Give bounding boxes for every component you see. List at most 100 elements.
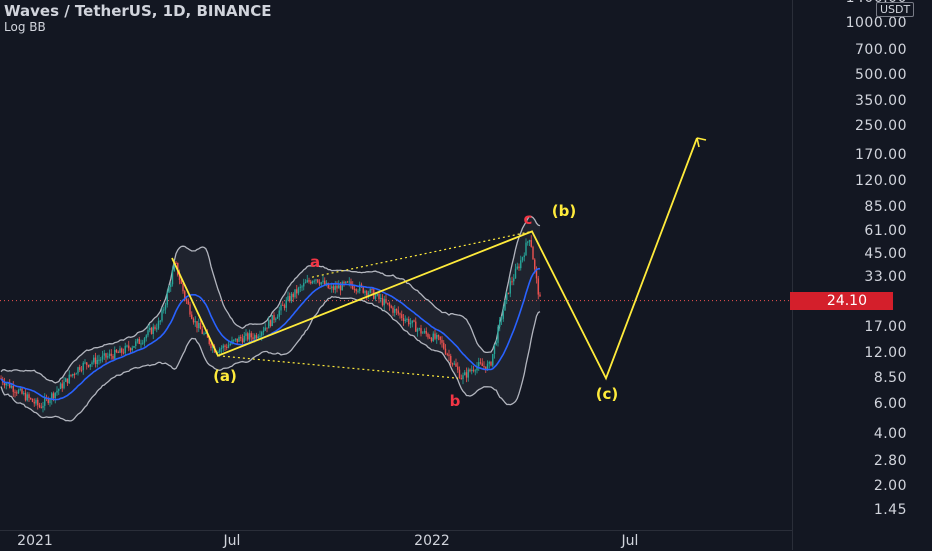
candle-body	[194, 321, 196, 323]
candle-body	[227, 345, 230, 348]
candle-body	[334, 285, 336, 290]
candle-body	[350, 281, 352, 285]
candle-body	[306, 280, 308, 283]
candle-body	[401, 314, 403, 319]
candle-body	[385, 299, 387, 303]
candle-body	[44, 397, 46, 406]
price-chart[interactable]: (a) a b c (b) (c)	[0, 0, 792, 530]
price-axis[interactable]: 1400.001000.00700.00500.00350.00250.0017…	[792, 0, 932, 550]
candle-body	[395, 309, 398, 311]
candle-body	[315, 279, 317, 281]
candle-body	[241, 338, 244, 343]
candle-body	[212, 346, 214, 349]
price-tick: 4.00	[873, 426, 907, 443]
candle-body	[187, 300, 189, 305]
candle-body	[472, 369, 475, 371]
candle-body	[506, 292, 508, 301]
candle-body	[278, 310, 280, 317]
candle-body	[70, 374, 72, 376]
candle-body	[68, 374, 70, 384]
candle-body	[91, 362, 93, 365]
candle-body	[525, 242, 527, 256]
candle-body	[168, 287, 170, 293]
candle-body	[40, 406, 42, 408]
candle-body	[450, 355, 452, 364]
candle-body	[189, 304, 191, 315]
candle-body	[345, 281, 347, 284]
candle-body	[317, 279, 319, 283]
candle-body	[518, 266, 520, 269]
candle-body	[210, 343, 212, 349]
candle-body	[455, 363, 457, 367]
candle-body	[467, 369, 469, 378]
candle-body	[521, 257, 524, 261]
candle-body	[61, 383, 63, 389]
candle-body	[255, 335, 258, 339]
candle-body	[535, 269, 538, 279]
bb-lower	[0, 295, 541, 422]
candle-body	[320, 282, 322, 285]
candle-body	[30, 398, 32, 400]
currency-badge[interactable]: USDT	[876, 2, 915, 17]
bb-fill	[1, 216, 540, 421]
candle-body	[112, 355, 114, 359]
candle-body	[110, 353, 112, 356]
price-tick: 45.00	[864, 246, 907, 263]
candle-body	[108, 353, 111, 357]
candle-body	[402, 318, 405, 322]
candle-body	[276, 316, 279, 319]
candle-body	[290, 293, 293, 302]
candle-body	[511, 281, 513, 283]
candle-body	[453, 363, 455, 365]
candle-body	[460, 378, 462, 380]
candle-body	[240, 336, 242, 339]
candle-body	[5, 383, 7, 386]
candlesticks	[0, 235, 541, 413]
candle-body	[520, 260, 522, 269]
candle-body	[434, 333, 436, 339]
candle-body	[37, 399, 39, 406]
candle-body	[425, 330, 427, 334]
candle-body	[224, 345, 226, 347]
candle-body	[152, 326, 154, 334]
candle-body	[493, 344, 496, 354]
candle-body	[129, 348, 132, 351]
candle-body	[234, 338, 237, 340]
candle-body	[248, 333, 251, 340]
elliott-wave-drawing	[171, 137, 707, 381]
label-wave-b-major: (b)	[552, 202, 576, 220]
candle-body	[140, 343, 142, 345]
price-tick: 2.80	[873, 452, 907, 469]
candle-body	[353, 288, 356, 290]
candle-body	[444, 348, 447, 354]
candle-body	[26, 394, 28, 401]
candle-body	[481, 363, 483, 367]
candle-body	[150, 327, 153, 334]
candle-body	[161, 310, 163, 321]
candle-body	[201, 329, 203, 334]
candle-body	[357, 290, 359, 292]
arrow-head-2	[696, 137, 700, 148]
candle-body	[352, 284, 354, 289]
indicator-label[interactable]: Log BB	[4, 20, 46, 34]
candle-body	[170, 284, 172, 288]
candle-body	[422, 332, 424, 334]
candle-body	[198, 322, 200, 329]
candle-body	[331, 286, 333, 289]
candle-body	[80, 369, 83, 371]
candle-body	[126, 345, 128, 347]
candle-body	[0, 378, 2, 380]
candle-body	[488, 361, 490, 364]
candle-body	[376, 293, 378, 296]
candle-body	[478, 362, 480, 367]
candle-body	[296, 289, 298, 294]
candle-body	[236, 338, 238, 342]
candle-body	[103, 353, 105, 356]
candle-body	[301, 286, 303, 288]
candle-body	[257, 336, 259, 339]
candle-body	[245, 333, 247, 336]
time-axis[interactable]: 2021 Jul 2022 Jul	[0, 530, 792, 551]
candle-body	[490, 361, 492, 366]
candle-body	[233, 339, 235, 341]
candle-body	[222, 345, 224, 348]
